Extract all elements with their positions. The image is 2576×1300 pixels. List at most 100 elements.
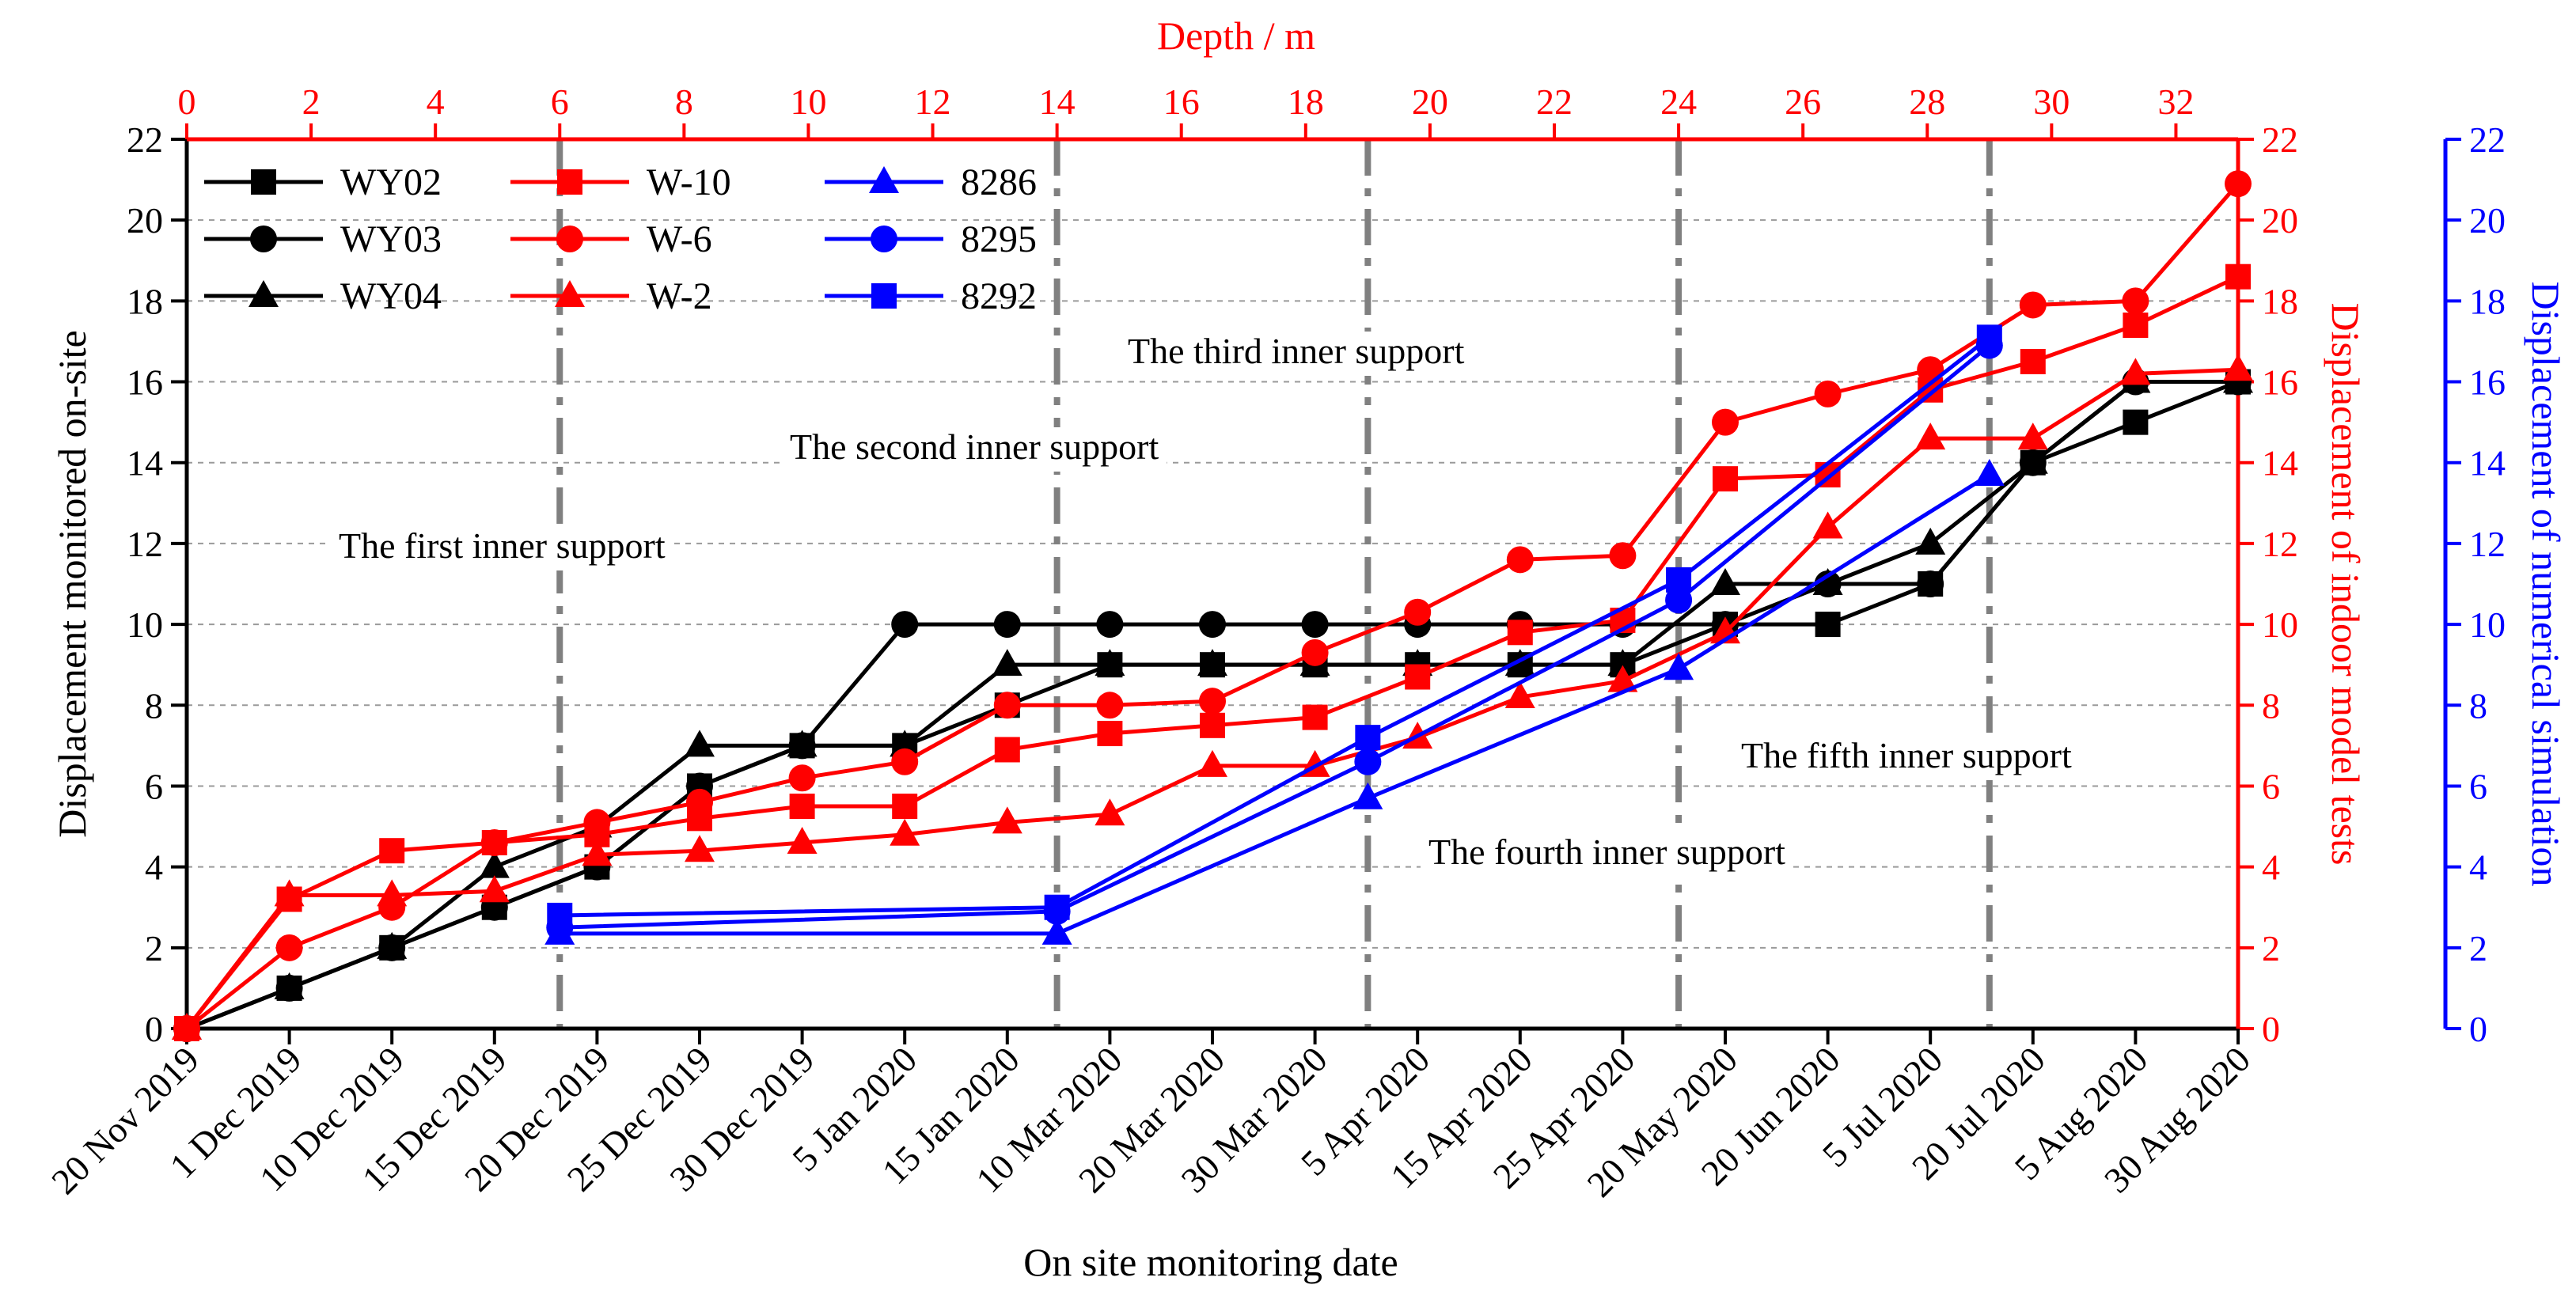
data-point-8292 (1355, 725, 1381, 751)
legend-label: 8286 (961, 161, 1037, 203)
legend-item: 8295 (825, 218, 1037, 260)
legend-item: W-2 (510, 275, 712, 317)
right-red-tick-label: 4 (2262, 847, 2280, 888)
data-point-WY04 (1710, 568, 1740, 595)
data-point-W-10 (2020, 349, 2046, 374)
data-point-W-6 (2019, 291, 2047, 319)
data-point-W-10 (789, 794, 815, 819)
support-label: The first inner support (339, 525, 666, 566)
top-tick-label: 28 (1909, 81, 1945, 122)
support-label: The third inner support (1128, 331, 1465, 371)
data-point-W-2 (1197, 749, 1227, 777)
right-red-tick-label: 0 (2262, 1009, 2280, 1049)
right-blue-tick-label: 8 (2469, 685, 2487, 726)
data-point-W-2 (787, 826, 818, 854)
legend-marker (555, 280, 585, 307)
left-tick-label: 20 (127, 200, 163, 241)
data-point-W-6 (1917, 356, 1944, 384)
data-point-W-6 (1301, 639, 1329, 666)
support-label-bg (331, 526, 673, 570)
right-blue-tick-label: 10 (2469, 605, 2506, 645)
legend-item: WY03 (204, 218, 442, 260)
right-blue-tick-label: 18 (2469, 281, 2506, 321)
data-point-WY04 (992, 649, 1022, 677)
data-point-W-10 (994, 737, 1020, 763)
data-point-WY02 (1815, 612, 1841, 638)
right-blue-tick-label: 20 (2469, 200, 2506, 241)
legend-label: 8292 (961, 275, 1037, 317)
series-WY04 (172, 366, 2253, 1040)
top-tick-label: 20 (1412, 81, 1448, 122)
series-8292 (547, 324, 2002, 928)
top-tick-label: 8 (675, 81, 693, 122)
data-point-W-6 (1199, 688, 1226, 715)
support-label-bg (782, 427, 1167, 472)
data-point-W-2 (479, 875, 510, 903)
data-point-W-2 (1095, 798, 1125, 826)
data-point-W-2 (2223, 354, 2253, 381)
series-layer (172, 170, 2253, 1042)
data-point-W-6 (891, 748, 919, 775)
data-point-W-6 (993, 692, 1021, 719)
right-blue-tick-label: 16 (2469, 362, 2506, 403)
data-point-W-6 (1814, 380, 1842, 407)
legend-label: W-10 (647, 161, 731, 203)
data-point-W-2 (1812, 511, 1843, 539)
data-point-W-2 (2017, 423, 2048, 450)
top-tick-label: 10 (790, 81, 826, 122)
data-point-8286 (1041, 917, 1072, 945)
data-point-W-10 (2123, 313, 2149, 339)
data-point-WY04 (890, 730, 920, 757)
left-tick-label: 14 (127, 443, 163, 483)
legend-label: WY04 (340, 275, 442, 317)
data-point-WY04 (2017, 446, 2048, 474)
legend-marker (871, 226, 897, 252)
legend-marker (248, 280, 279, 307)
right-red-tick-label: 8 (2262, 685, 2280, 726)
right-blue-tick-label: 0 (2469, 1009, 2487, 1049)
data-point-W-2 (582, 839, 613, 866)
legend-marker (869, 166, 899, 193)
top-tick-label: 2 (302, 81, 321, 122)
data-point-W-2 (274, 879, 305, 907)
legend-item: WY02 (204, 161, 442, 203)
top-tick-label: 26 (1785, 81, 1821, 122)
data-point-WY03 (1917, 570, 1944, 597)
data-point-W-10 (2225, 263, 2251, 290)
right-blue-tick-label: 4 (2469, 847, 2487, 888)
legend-marker (871, 283, 897, 309)
data-point-W-6 (1506, 546, 1534, 574)
data-point-W-2 (1915, 423, 1946, 450)
data-point-W-10 (1200, 712, 1225, 738)
right-blue-tick-label: 12 (2469, 524, 2506, 564)
support-label: The second inner support (790, 426, 1159, 467)
legend-item: 8286 (825, 161, 1037, 203)
data-point-WY04 (479, 851, 510, 878)
legend-item: W-10 (510, 161, 731, 203)
support-label-bg (1120, 332, 1473, 376)
support-lines-layer: The first inner support The second inner … (331, 139, 2080, 1029)
data-point-8295 (1665, 586, 1693, 614)
left-axis-title: Displacement monitored on-site (50, 330, 94, 838)
legend-marker (251, 169, 276, 195)
top-tick-label: 32 (2157, 81, 2194, 122)
data-point-W-6 (788, 764, 816, 792)
data-point-WY04 (1607, 649, 1638, 677)
data-point-W-6 (1712, 408, 1739, 436)
left-tick-label: 4 (145, 847, 163, 888)
data-point-WY03 (993, 611, 1021, 639)
left-tick-label: 12 (127, 524, 163, 564)
right-red-tick-label: 20 (2262, 200, 2298, 241)
data-point-W-6 (1096, 692, 1124, 719)
data-point-W-10 (1713, 466, 1738, 492)
data-point-W-6 (2122, 287, 2149, 315)
left-tick-label: 16 (127, 362, 163, 403)
data-point-W-2 (992, 806, 1022, 834)
data-point-WY04 (1095, 649, 1125, 677)
left-tick-label: 22 (127, 119, 163, 160)
support-label: The fourth inner support (1428, 832, 1785, 872)
right-red-tick-label: 10 (2262, 605, 2298, 645)
legend-item: WY04 (204, 275, 442, 317)
data-point-8286 (1974, 459, 2005, 487)
